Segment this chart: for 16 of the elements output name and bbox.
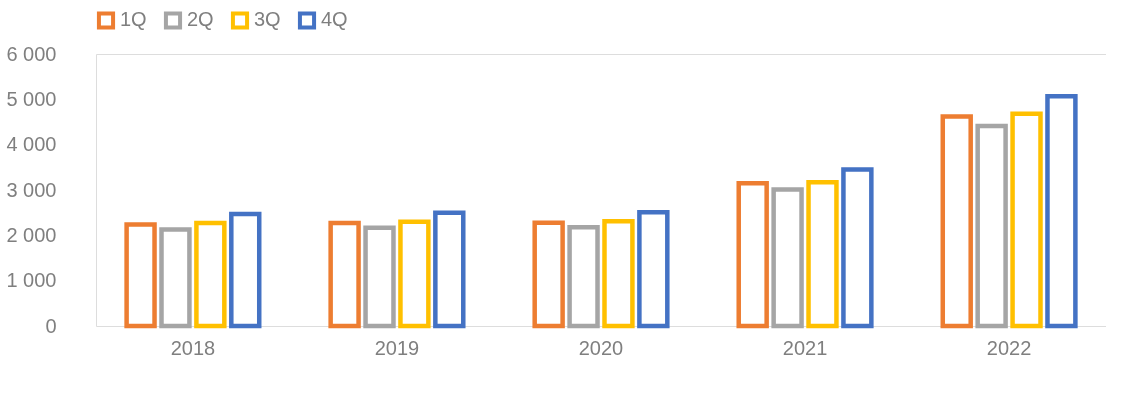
x-tick-label: 2022 [986,336,1032,359]
legend-label: 4Q [321,8,348,31]
y-tick-label: 0 [45,314,57,337]
legend-label: 1Q [120,8,147,31]
y-tick-label: 1 000 [6,269,57,292]
y-tick-label: 2 000 [6,223,57,246]
legend-label: 2Q [187,8,214,31]
x-tick-label: 2021 [782,336,828,359]
x-tick-label: 2020 [578,336,624,359]
y-tick-label: 3 000 [6,178,57,201]
x-tick-label: 2018 [170,336,216,359]
legend-label: 3Q [254,8,281,31]
x-tick-label: 2019 [374,336,420,359]
y-tick-label: 5 000 [6,87,57,110]
y-tick-label: 6 000 [6,42,57,65]
y-tick-label: 4 000 [6,133,57,156]
